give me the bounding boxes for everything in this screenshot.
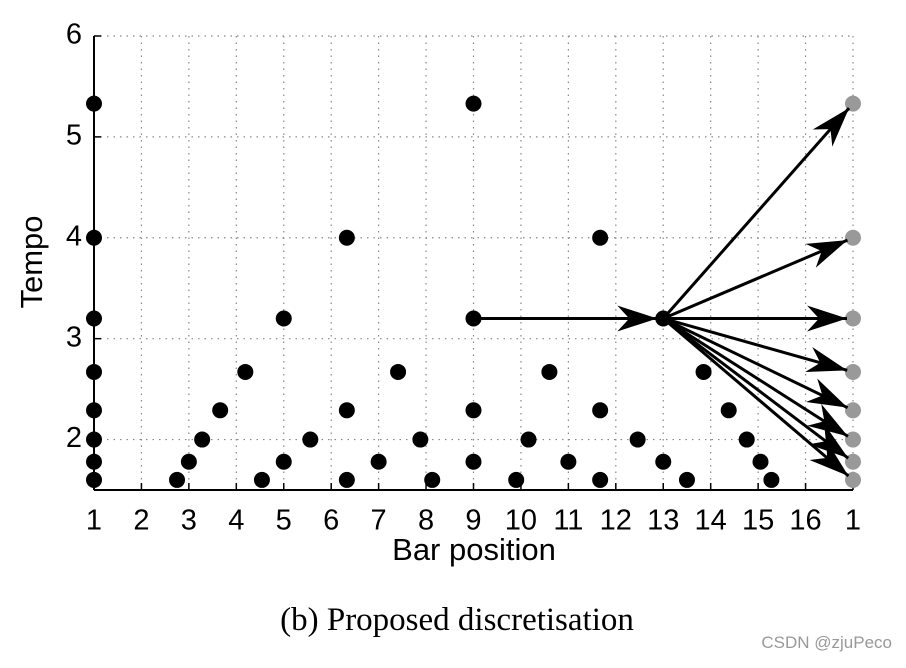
point: [86, 363, 102, 380]
point: [465, 453, 482, 470]
y-axis-label: Tempo: [14, 215, 49, 308]
watermark: CSDN @zjuPeco: [761, 633, 892, 652]
x-tick-label: 15: [742, 505, 774, 537]
point: [275, 453, 292, 470]
point: [86, 431, 102, 448]
point: [86, 453, 102, 470]
point: [520, 431, 537, 448]
point: [86, 95, 102, 112]
point: [424, 471, 441, 488]
point: [738, 431, 755, 448]
point: [845, 95, 861, 112]
caption: (b) Proposed discretisation: [280, 602, 634, 638]
point: [212, 402, 229, 419]
x-tick-label: 7: [371, 505, 387, 537]
x-tick-label: 14: [695, 505, 727, 537]
x-tick-label: 1: [86, 505, 102, 537]
arrow: [662, 317, 850, 478]
x-tick-label: 2: [133, 505, 149, 537]
point: [845, 471, 861, 488]
x-tick-label: 4: [228, 505, 244, 537]
arrow: [662, 317, 850, 460]
x-axis-label: Bar position: [392, 532, 556, 567]
arrow-head: [617, 305, 658, 332]
point: [541, 363, 558, 380]
point: [592, 471, 609, 488]
arrow-head: [807, 305, 847, 332]
point: [845, 453, 861, 470]
point: [752, 453, 769, 470]
y-tick-label: 2: [66, 422, 82, 454]
point: [508, 471, 525, 488]
point: [86, 402, 102, 419]
arrow-head: [808, 423, 849, 459]
point: [763, 471, 780, 488]
point: [629, 431, 646, 448]
arrow: [662, 317, 849, 438]
point: [560, 453, 577, 470]
arrow-head: [805, 346, 848, 372]
arrow: [662, 317, 848, 372]
arrow-head: [809, 440, 849, 477]
x-tick-label: 12: [600, 505, 632, 537]
x-tick-label: 9: [465, 505, 481, 537]
point: [302, 431, 319, 448]
point: [845, 310, 861, 327]
point: [845, 229, 861, 246]
point: [253, 471, 270, 488]
arrow-head: [812, 108, 850, 147]
point: [370, 453, 387, 470]
point: [86, 310, 102, 327]
point: [237, 363, 254, 380]
point: [86, 471, 102, 488]
point: [194, 431, 211, 448]
x-tick-label: 5: [276, 505, 292, 537]
arrow-head: [805, 378, 848, 408]
x-tick-label: 16: [789, 505, 821, 537]
point: [845, 363, 861, 380]
point: [412, 431, 429, 448]
x-tick-label: 11: [553, 505, 583, 537]
point: [338, 402, 355, 419]
y-tick-label: 5: [66, 120, 82, 152]
point: [169, 471, 186, 488]
point: [465, 402, 482, 419]
x-tick-label: 6: [323, 505, 339, 537]
point: [338, 471, 355, 488]
point: [845, 431, 861, 448]
y-tick-label: 4: [66, 220, 82, 252]
point: [592, 229, 609, 246]
x-tick-label: 8: [418, 505, 434, 537]
x-tick-label: 10: [505, 505, 537, 537]
point: [845, 402, 861, 419]
point: [180, 453, 197, 470]
x-tick-label: 1: [845, 505, 861, 537]
point: [275, 310, 292, 327]
point: [592, 402, 609, 419]
y-tick-label: 3: [66, 321, 82, 353]
x-tick-label: 13: [647, 505, 679, 537]
x-tick-label: 3: [181, 505, 197, 537]
arrow-head: [805, 240, 848, 268]
point: [720, 402, 737, 419]
arrow: [662, 107, 851, 320]
point: [465, 95, 482, 112]
point: [695, 363, 712, 380]
arrow-head: [807, 403, 848, 437]
arrow: [662, 238, 849, 320]
y-tick-label: 6: [66, 19, 82, 51]
point: [678, 471, 695, 488]
point: [86, 229, 102, 246]
arrow: [662, 317, 849, 410]
point: [338, 229, 355, 246]
point: [655, 453, 672, 470]
point: [390, 363, 407, 380]
